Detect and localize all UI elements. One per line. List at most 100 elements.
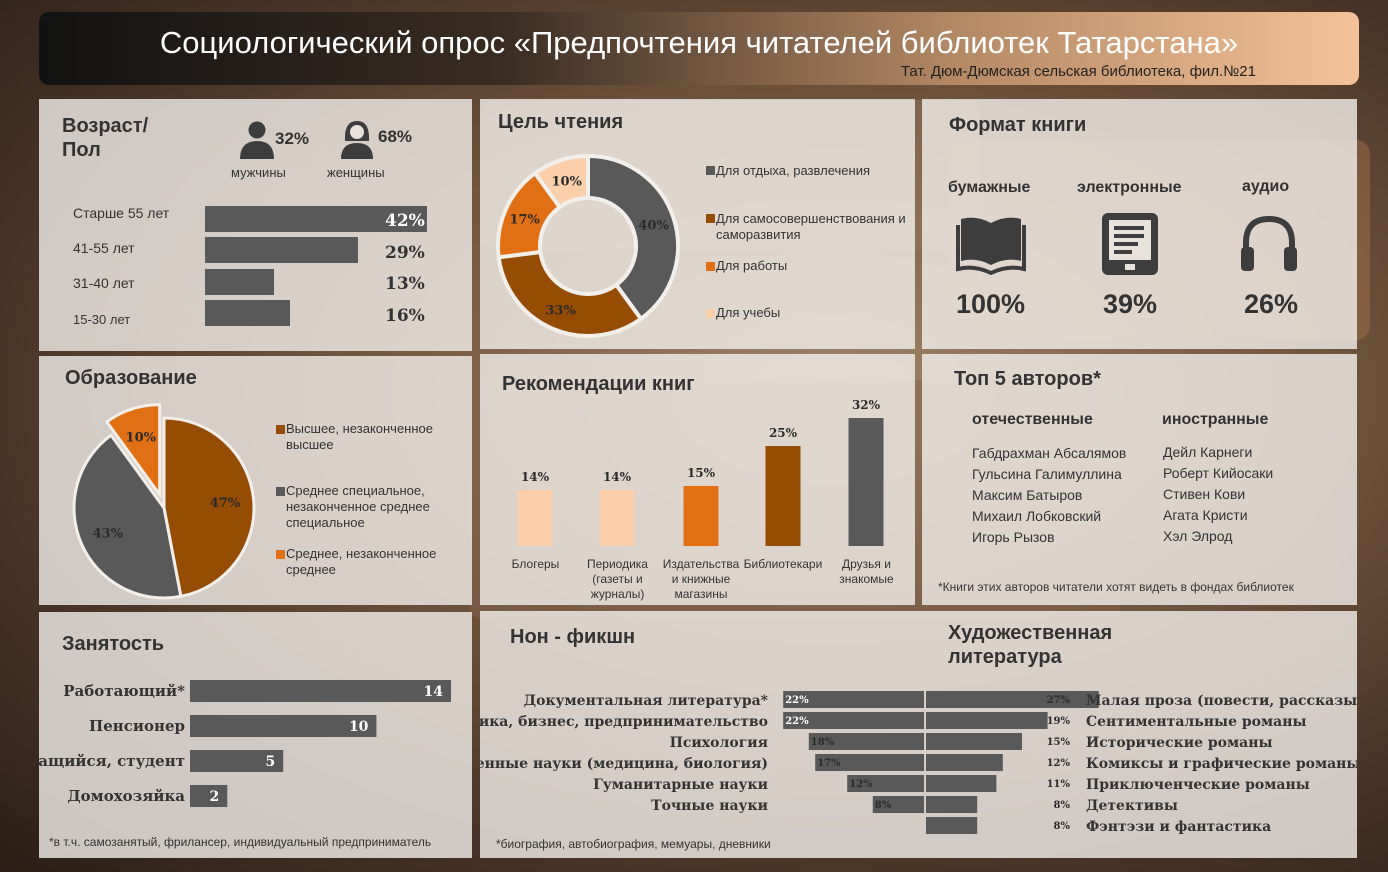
education-title: Образование	[65, 367, 197, 389]
pie-slice	[72, 433, 183, 600]
ereader-icon	[1102, 213, 1158, 275]
authors-panel: Топ 5 авторов* отечественные иностранные…	[922, 354, 1357, 605]
pie-slice	[104, 403, 162, 500]
recommend-bar-value: 15%	[687, 466, 716, 480]
legend-swatch	[276, 550, 285, 559]
format-panel: Формат книги бумажные электронные аудио …	[922, 99, 1357, 349]
fiction-bar	[926, 817, 978, 834]
recommend-bar-value: 14%	[603, 470, 632, 484]
nonfiction-category: Психология	[670, 735, 768, 751]
male-pct: 32%	[275, 129, 310, 148]
age-bar	[205, 300, 290, 326]
employment-row-label: Домохозяйка	[67, 787, 185, 805]
fiction-bar-value: 15%	[1047, 737, 1071, 748]
employment-note: *в т.ч. самозанятый, фрилансер, индивиду…	[49, 835, 432, 849]
format-value-electronic: 39%	[1103, 289, 1158, 319]
book-icon	[956, 217, 1026, 275]
employment-title: Занятость	[62, 633, 165, 655]
age-title-line2: Пол	[62, 139, 101, 161]
legend-swatch	[276, 425, 285, 434]
literature-note: *биография, автобиография, мемуары, днев…	[496, 837, 771, 851]
nonfiction-category: Гуманитарные науки	[593, 777, 768, 793]
slice-label: 40%	[638, 219, 669, 234]
legend-item: Среднее специальное, незаконченное средн…	[286, 483, 430, 530]
recommend-bar	[683, 486, 719, 546]
purpose-title: Цель чтения	[498, 111, 624, 133]
authors-note: *Книги этих авторов читатели хотят видет…	[938, 580, 1294, 594]
recommend-bar	[599, 490, 635, 546]
employment-bar	[190, 715, 377, 737]
page-subtitle: Тат. Дюм-Дюмская сельская библиотека, фи…	[900, 63, 1256, 80]
donut-slice	[586, 153, 680, 322]
fiction-bar	[926, 754, 1003, 771]
legend-swatch	[706, 309, 715, 318]
nonfiction-bar	[808, 733, 924, 750]
format-label-audio: аудио	[1242, 178, 1290, 195]
author-name: Игорь Рызов	[972, 529, 1055, 545]
fiction-category: Малая проза (повести, рассказы)	[1086, 693, 1357, 709]
fiction-bar	[926, 733, 1022, 750]
recommend-bar	[765, 446, 801, 546]
category-label: Издательства и книжные магазины	[662, 557, 740, 601]
legend-item: Для учебы	[716, 305, 781, 320]
category-label: Периодика (газеты и журналы)	[587, 557, 648, 601]
age-row-value: 29%	[385, 243, 425, 263]
fiction-bar	[926, 712, 1048, 729]
fiction-category: Приключенческие романы	[1086, 777, 1310, 793]
nonfiction-bar	[815, 754, 924, 771]
format-value-paper: 100%	[956, 289, 1026, 319]
slice-label: 47%	[210, 496, 241, 511]
age-row-value: 16%	[385, 306, 425, 326]
employment-bar-value: 14	[424, 684, 444, 700]
fiction-category: Детективы	[1086, 798, 1178, 814]
category-label: Библиотекари	[743, 557, 823, 571]
nonfiction-category: Точные науки	[651, 798, 768, 814]
author-name: Михаил Лобковский	[972, 508, 1102, 524]
nonfiction-category: Экономика, бизнес, предпринимательство	[480, 714, 768, 730]
age-panel: Возраст/ Пол 32% мужчины 68% женщины Ста…	[39, 99, 472, 351]
fiction-title: Художественная литература	[948, 622, 1113, 668]
nonfiction-category: Естественные науки (медицина, биология)	[480, 756, 768, 772]
literature-bar-chart: 22% Документальная литература* 22% Экономик…	[480, 691, 1357, 835]
donut-slice	[496, 249, 644, 338]
author-name: Роберт Кийосаки	[1163, 465, 1274, 481]
age-bar	[205, 269, 274, 295]
nonfiction-category: Документальная литература*	[524, 693, 769, 709]
age-title-line1: Возраст/	[62, 115, 149, 137]
purpose-donut-chart: 40% 33% 17% 10%	[496, 153, 680, 338]
page-title: Социологический опрос «Предпочтения чита…	[159, 25, 1239, 60]
nonfiction-bar-value: 22%	[785, 695, 809, 706]
age-row-label: 41-55 лет	[73, 240, 135, 256]
nonfiction-bar	[783, 712, 924, 729]
author-name: Хэл Элрод	[1163, 528, 1233, 544]
format-label-paper: бумажные	[948, 179, 1031, 196]
legend-item: Среднее, незаконченное среднее	[286, 546, 437, 577]
recommend-bar-chart: 14% 14% 15% 25% 32%	[517, 398, 884, 546]
slice-label: 10%	[551, 174, 582, 189]
legend-swatch	[276, 487, 285, 496]
fiction-category: Исторические романы	[1086, 735, 1273, 751]
age-row-value: 42%	[385, 211, 425, 231]
authors-title: Топ 5 авторов*	[954, 368, 1101, 390]
nonfiction-bar	[847, 775, 924, 792]
recommend-title: Рекомендации книг	[502, 373, 695, 395]
female-label: женщины	[327, 165, 385, 180]
category-label: Блогеры	[511, 557, 560, 571]
age-row-label: 15-30 лет	[73, 312, 131, 327]
legend-item: Для отдыха, развлечения	[716, 163, 870, 178]
slice-label: 17%	[509, 213, 540, 228]
age-bar	[205, 206, 427, 232]
author-name: Стивен Кови	[1163, 486, 1246, 502]
nonfiction-bar-value: 12%	[849, 779, 873, 790]
format-value-audio: 26%	[1244, 289, 1299, 319]
format-label-electronic: электронные	[1077, 179, 1182, 196]
legend-item: Для самосовершенствования и саморазвития	[716, 211, 906, 242]
fiction-bar	[926, 775, 997, 792]
employment-row-label: Учащийся, студент	[39, 752, 185, 770]
employment-bar	[190, 785, 228, 807]
donut-slice	[532, 153, 590, 210]
fiction-bar	[926, 691, 1099, 708]
slice-label: 33%	[545, 303, 576, 318]
fiction-bar-value: 8%	[1054, 800, 1071, 811]
employment-bar-chart: Работающий* 14 Пенсионер 10 Учащийся, студен…	[39, 680, 451, 807]
